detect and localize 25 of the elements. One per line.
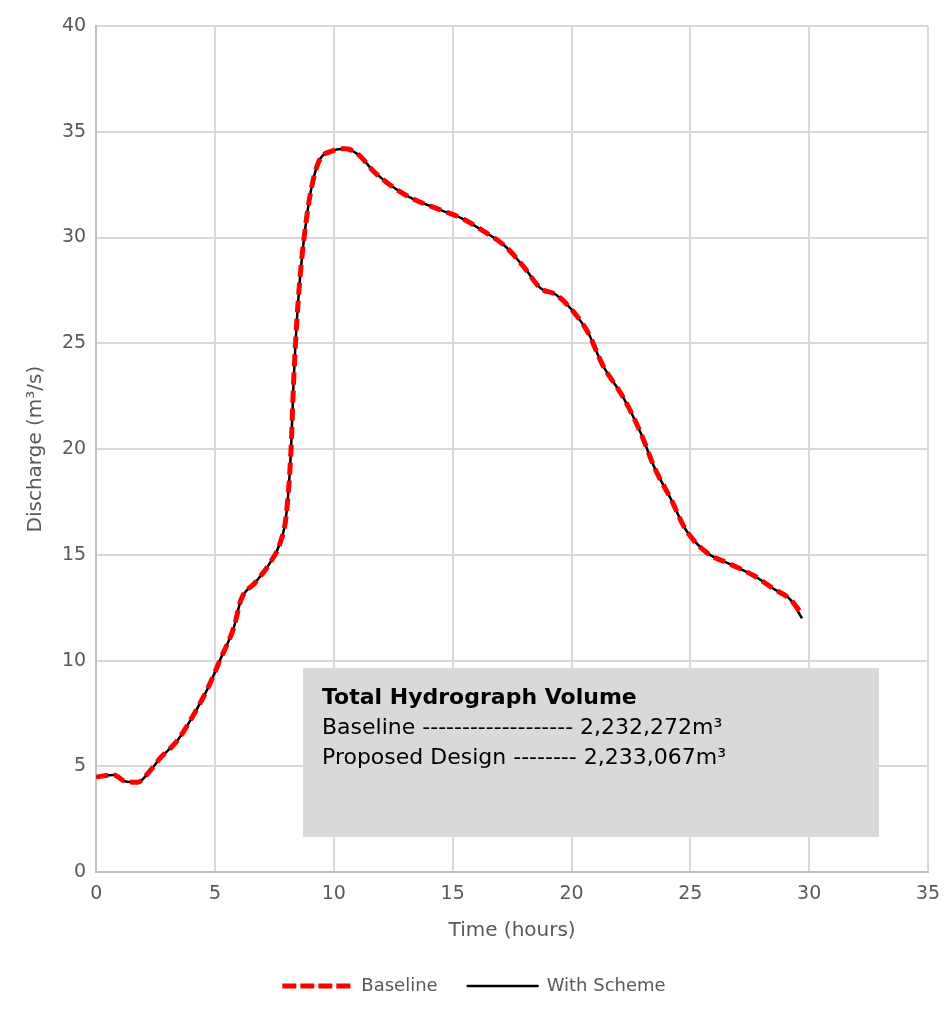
x-tick-label: 10 bbox=[321, 880, 346, 903]
x-tick-label: 25 bbox=[678, 880, 703, 903]
x-tick-label: 30 bbox=[797, 880, 822, 903]
y-tick-label: 15 bbox=[61, 541, 87, 564]
legend-label: With Scheme bbox=[546, 973, 666, 995]
y-tick-label: 10 bbox=[61, 647, 87, 670]
x-tick-label: 15 bbox=[440, 880, 465, 903]
legend-label: Baseline bbox=[361, 973, 438, 995]
y-tick-label: 20 bbox=[61, 436, 87, 459]
annotation: Total Hydrograph Volume bbox=[322, 683, 638, 711]
y-tick-label: 0 bbox=[74, 859, 87, 882]
annotation: Proposed Design -------- 2,233,067m³ bbox=[322, 743, 727, 771]
y-tick-label: 40 bbox=[61, 12, 87, 35]
y-tick-label: 30 bbox=[61, 224, 87, 247]
y-tick-label: 5 bbox=[74, 753, 87, 776]
x-tick-label: 35 bbox=[915, 880, 941, 903]
y-axis-title: Discharge (m³/s) bbox=[22, 365, 47, 533]
x-tick-label: 5 bbox=[208, 880, 222, 903]
note-box: Total Hydrograph Volume Baseline ------------------- 2,232,272m³ Proposed Design -------- 2,233,067m³ bbox=[303, 668, 879, 837]
x-tick-label: 0 bbox=[90, 880, 103, 903]
y-tick-label: 35 bbox=[61, 118, 87, 141]
annotation: Baseline ------------------- 2,232,272m³ bbox=[322, 713, 724, 741]
x-axis-title: Time (hours) bbox=[447, 917, 576, 942]
y-tick-label: 25 bbox=[61, 330, 87, 353]
x-tick-label: 20 bbox=[559, 880, 584, 903]
